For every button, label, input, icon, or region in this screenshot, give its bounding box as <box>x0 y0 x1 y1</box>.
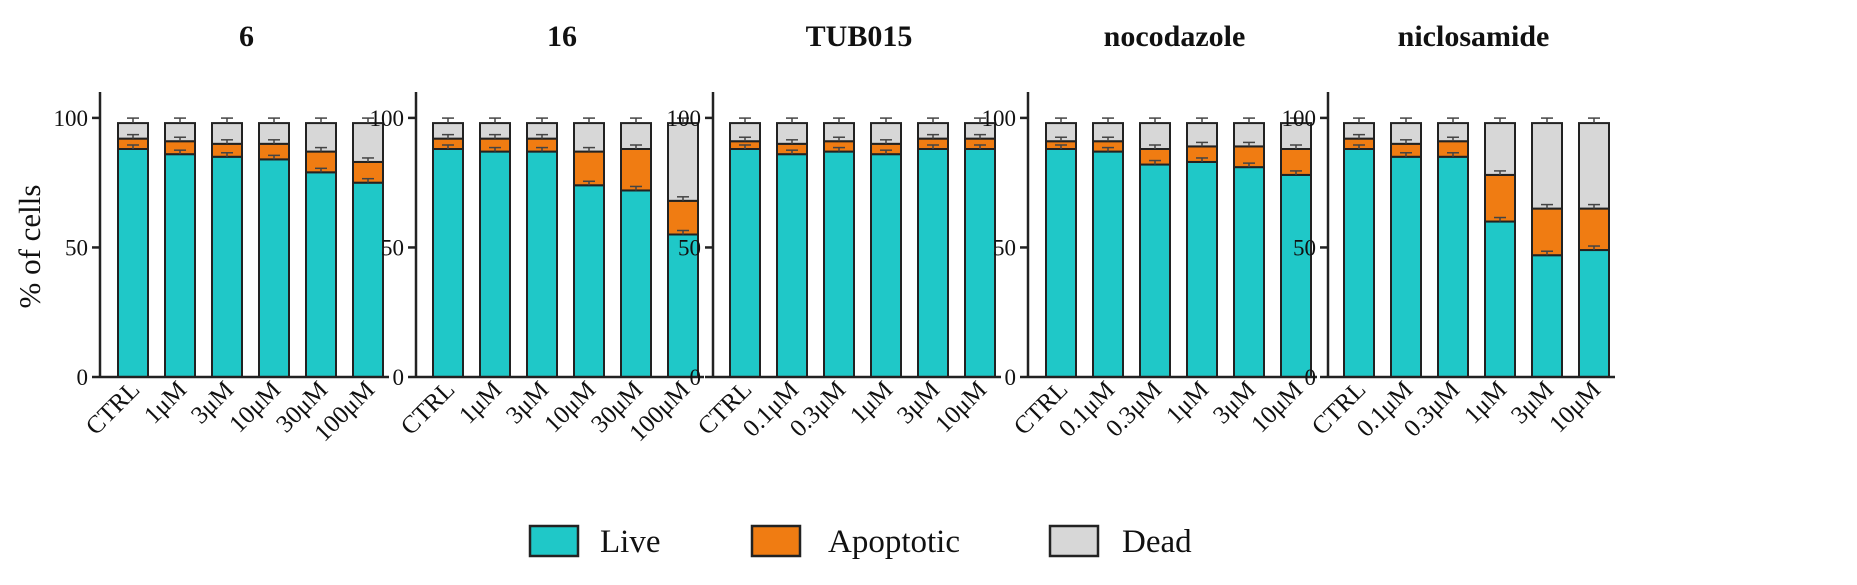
bar-segment-apoptotic-100um <box>667 199 699 236</box>
y-tick-label: 0 <box>1005 365 1017 390</box>
y-tick-label: 100 <box>54 106 89 131</box>
bar-segment-live-10um <box>573 184 605 378</box>
bar-segment-live-ctrl <box>729 148 761 378</box>
bar-segment-live-30um <box>620 189 652 378</box>
y-tick-label: 0 <box>1305 365 1317 390</box>
y-tick-label: 0 <box>690 365 702 390</box>
bar-segment-live-1um <box>479 150 511 378</box>
bar-segment-live-ctrl <box>1045 148 1077 378</box>
x-tick-label-10um: 10μM <box>539 376 601 438</box>
bar-segment-live-ctrl <box>1343 148 1375 378</box>
bar-segment-apoptotic-10um <box>573 150 605 187</box>
bar-segment-dead-1um <box>1484 122 1516 176</box>
bar-segment-apoptotic-3um <box>1531 207 1563 257</box>
bar-segment-live-10um <box>258 158 290 378</box>
x-tick-label-ctrl: CTRL <box>396 376 460 440</box>
y-tick-label: 50 <box>678 235 701 260</box>
bar-segment-live-3um <box>917 148 949 378</box>
bar-segment-live-10um <box>1280 173 1312 378</box>
y-tick-label: 100 <box>1282 106 1317 131</box>
bar-segment-live-ctrl <box>432 148 464 378</box>
x-tick-label-10um: 10μM <box>224 376 286 438</box>
bar-segment-dead-10um <box>1578 122 1610 210</box>
y-tick-label: 100 <box>370 106 405 131</box>
panel-niclosamide: niclosamide050100CTRL0.1μM0.3μM1μM3μM10μ… <box>1282 20 1615 443</box>
x-tick-label-1um: 1μM <box>845 376 898 429</box>
y-tick-label: 100 <box>667 106 702 131</box>
bar-segment-live-10um <box>964 148 996 378</box>
legend-swatch-apoptotic <box>750 524 802 558</box>
legend-label-live: Live <box>600 524 660 560</box>
bar-segment-live-1um <box>164 153 196 378</box>
legend-swatch-live <box>528 524 580 558</box>
legend-label-dead: Dead <box>1122 524 1192 560</box>
legend-swatch-dead <box>1048 524 1100 558</box>
legend-item-apoptotic: Apoptotic <box>750 524 960 560</box>
bar-segment-live-0-1um <box>1390 155 1422 378</box>
panel-title: niclosamide <box>1398 20 1550 53</box>
x-tick-label-ctrl: CTRL <box>81 376 145 440</box>
bar-segment-live-1um <box>870 153 902 378</box>
y-tick-label: 0 <box>77 365 89 390</box>
bar-segment-live-3um <box>1233 166 1265 378</box>
y-tick-label: 0 <box>393 365 405 390</box>
y-tick-label: 50 <box>1293 235 1316 260</box>
bar-segment-live-3um <box>1531 254 1563 379</box>
legend-label-apoptotic: Apoptotic <box>828 524 960 560</box>
x-tick-label-1um: 1μM <box>1161 376 1214 429</box>
y-tick-label: 50 <box>993 235 1016 260</box>
bar-segment-live-0-3um <box>1139 163 1171 378</box>
bar-segment-live-0-3um <box>823 150 855 378</box>
bar-segment-live-30um <box>305 171 337 378</box>
bar-segment-live-1um <box>1484 220 1516 378</box>
y-tick-label: 50 <box>65 235 88 260</box>
legend: Live Apoptotic Dead <box>528 524 1192 560</box>
panel-title: nocodazole <box>1104 20 1246 53</box>
bar-segment-live-1um <box>1186 160 1218 378</box>
bar-segment-live-0-1um <box>776 153 808 378</box>
bar-segment-live-100um <box>352 181 384 378</box>
x-tick-label-10um: 10μM <box>1246 376 1308 438</box>
panel-title: TUB015 <box>806 20 913 53</box>
y-tick-label: 100 <box>982 106 1017 131</box>
legend-item-dead: Dead <box>1048 524 1192 560</box>
bar-segment-live-0-3um <box>1437 155 1469 378</box>
x-tick-label-1um: 1μM <box>1459 376 1512 429</box>
x-tick-label-10um: 10μM <box>930 376 992 438</box>
bar-segment-live-0-1um <box>1092 150 1124 378</box>
panel-title: 16 <box>547 20 577 53</box>
panel-title: 6 <box>239 20 254 53</box>
bar-segment-apoptotic-10um <box>1578 207 1610 252</box>
bar-segment-apoptotic-30um <box>620 148 652 192</box>
bar-segment-live-3um <box>526 150 558 378</box>
bar-segment-dead-100um <box>667 122 699 202</box>
x-tick-label-1um: 1μM <box>454 376 507 429</box>
bar-segment-live-10um <box>1578 249 1610 378</box>
bar-segment-live-3um <box>211 155 243 378</box>
y-tick-label: 50 <box>381 235 404 260</box>
bar-segment-apoptotic-1um <box>1484 173 1516 223</box>
bar-segment-live-ctrl <box>117 148 149 378</box>
y-axis-title: % of cells <box>12 185 47 309</box>
x-tick-label-1um: 1μM <box>139 376 192 429</box>
legend-item-live: Live <box>528 524 660 560</box>
bar-segment-dead-10um <box>1280 122 1312 151</box>
bar-segment-dead-3um <box>1531 122 1563 210</box>
x-tick-label-10um: 10μM <box>1544 376 1606 438</box>
